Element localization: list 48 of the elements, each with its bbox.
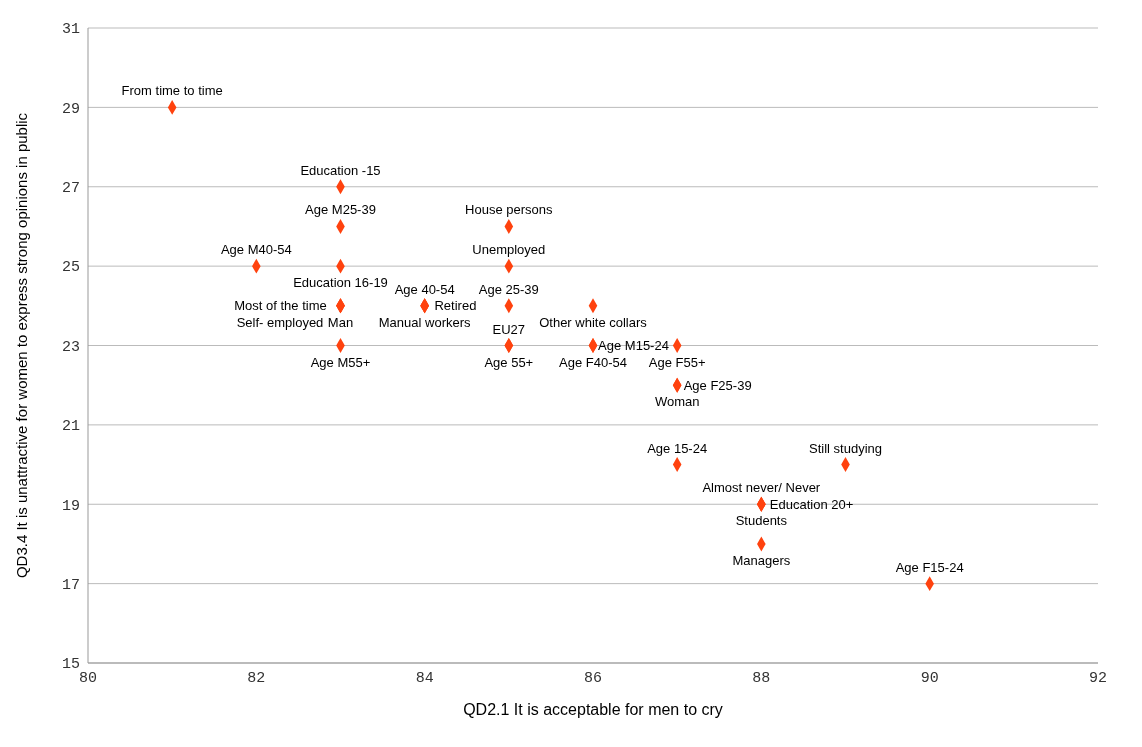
annotation: Age 40-54 bbox=[394, 281, 455, 297]
annotation: Age F25-39 bbox=[683, 377, 752, 393]
annotation: Man bbox=[327, 314, 354, 330]
y-tick-label: 27 bbox=[61, 180, 80, 198]
annotation: Age M15-24 bbox=[598, 338, 669, 353]
annotation: Age 15-24 bbox=[647, 440, 708, 456]
annotation: Self- employed bbox=[236, 315, 324, 331]
annotation: Retired bbox=[434, 298, 477, 314]
y-tick-label: 23 bbox=[61, 338, 80, 356]
annotation: Manual workers bbox=[378, 314, 472, 330]
annotation: Other white collars bbox=[539, 314, 648, 330]
annotation: Age 55+ bbox=[484, 354, 534, 370]
y-tick-label: 31 bbox=[61, 21, 80, 39]
x-tick-label: 90 bbox=[920, 669, 939, 687]
x-axis-title: QD2.1 It is acceptable for men to cry bbox=[463, 701, 723, 718]
annotation: Age 25-39 bbox=[478, 281, 539, 297]
annotation: Students bbox=[735, 513, 788, 529]
x-tick-label: 86 bbox=[583, 669, 603, 687]
annotation: Woman bbox=[654, 394, 700, 410]
y-axis-title: QD3.4 It is unattractive for women to express strong opinions in public bbox=[13, 112, 31, 579]
annotation: Education 20+ bbox=[769, 496, 854, 512]
annotation: From time to time bbox=[121, 83, 223, 99]
annotation: Education 16-19 bbox=[293, 275, 388, 291]
annotation: House persons bbox=[465, 202, 554, 218]
y-tick-label: 19 bbox=[61, 497, 80, 515]
annotation: Age M25-39 bbox=[305, 202, 376, 218]
annotation: Education -15 bbox=[300, 162, 381, 178]
annotation: Age M40-54 bbox=[220, 242, 292, 258]
x-tick-label: 92 bbox=[1088, 669, 1108, 687]
x-tick-label: 88 bbox=[752, 669, 771, 687]
annotation: Age M55+ bbox=[310, 354, 371, 370]
annotation: Almost never/ Never bbox=[702, 480, 821, 496]
annotation: Age F15-24 bbox=[895, 559, 964, 575]
annotation: Unemployed bbox=[472, 242, 546, 258]
x-tick-label: 82 bbox=[247, 669, 266, 687]
y-tick-label: 15 bbox=[61, 656, 80, 674]
annotation: Most of the time bbox=[234, 298, 327, 314]
x-tick-label: 84 bbox=[415, 669, 434, 687]
annotation: Age F40-54 bbox=[559, 354, 627, 370]
annotation: Age F55+ bbox=[648, 354, 706, 370]
y-tick-label: 29 bbox=[61, 100, 80, 118]
y-tick-label: 25 bbox=[61, 259, 80, 277]
y-tick-label: 21 bbox=[61, 418, 80, 436]
annotation: Managers bbox=[732, 552, 791, 568]
annotation: Still studying bbox=[809, 440, 882, 456]
x-tick-label: 80 bbox=[78, 669, 98, 687]
annotation: EU27 bbox=[492, 321, 526, 337]
y-tick-label: 17 bbox=[61, 576, 80, 594]
